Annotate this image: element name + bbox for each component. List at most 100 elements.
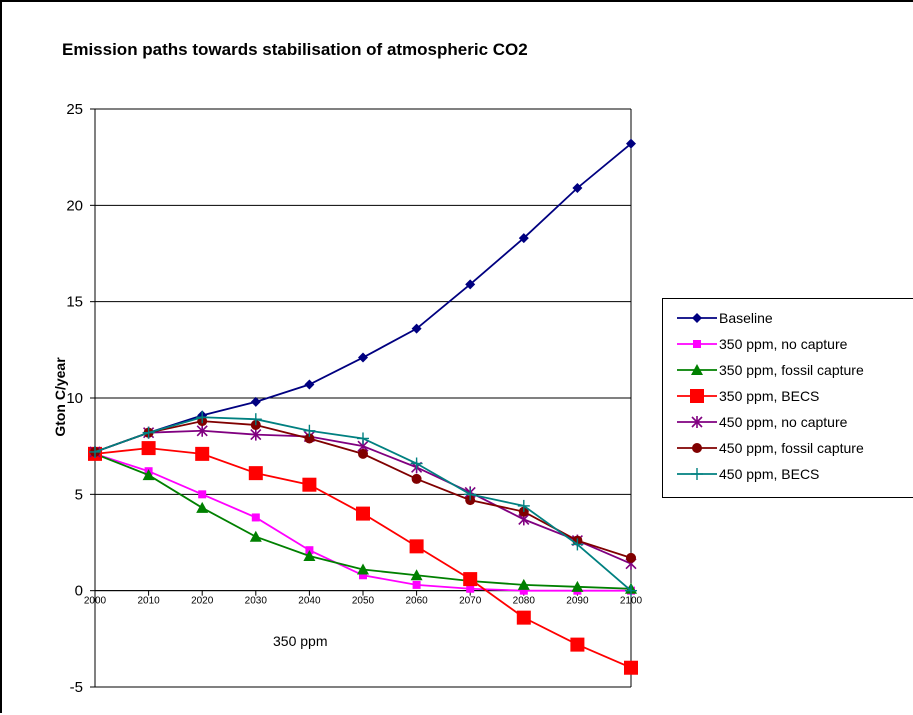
legend-swatch xyxy=(677,468,717,480)
legend-swatch xyxy=(677,364,717,375)
data-point xyxy=(625,584,637,597)
data-point xyxy=(142,426,155,439)
chart-title: Emission paths towards stabilisation of … xyxy=(62,40,528,59)
legend-marker xyxy=(690,389,704,403)
legend-label: 450 ppm, no capture xyxy=(719,414,848,430)
data-point xyxy=(249,413,262,426)
data-point xyxy=(141,441,156,456)
x-tick-label: 2030 xyxy=(245,596,268,607)
x-tick-label: 2040 xyxy=(298,596,321,607)
legend-label: 450 ppm, fossil capture xyxy=(719,440,864,456)
legend-label: Baseline xyxy=(719,310,773,326)
data-point xyxy=(356,506,370,521)
legend-swatch xyxy=(677,313,717,323)
legend: Baseline 350 ppm, no capture 350 ppm, foss… xyxy=(662,298,913,498)
data-point xyxy=(572,182,583,193)
x-tick-label: 2010 xyxy=(137,596,160,607)
legend-label: 350 ppm, BECS xyxy=(719,388,820,404)
data-point xyxy=(359,571,367,580)
data-point xyxy=(89,445,101,458)
legend-label: 350 ppm, fossil capture xyxy=(719,362,864,378)
legend-item: 450 ppm, BECS xyxy=(663,464,913,484)
y-tick-label: 15 xyxy=(66,294,83,311)
legend-swatch xyxy=(677,340,717,348)
data-point xyxy=(465,279,476,290)
data-point xyxy=(519,586,528,595)
x-tick-label: 2100 xyxy=(620,596,643,607)
x-tick-label: 2090 xyxy=(566,596,589,607)
data-point xyxy=(303,424,316,437)
data-point xyxy=(517,578,530,590)
data-point xyxy=(358,448,368,459)
data-point xyxy=(409,539,424,554)
legend-marker xyxy=(692,443,702,453)
x-tick-label: 2060 xyxy=(405,596,428,607)
legend-item: 450 ppm, fossil capture xyxy=(663,438,913,458)
legend-swatch xyxy=(677,416,717,428)
data-point xyxy=(466,584,475,593)
data-point xyxy=(196,424,208,437)
series-line xyxy=(94,142,632,453)
data-point xyxy=(304,379,315,390)
data-point xyxy=(304,433,315,444)
x-tick-label: 2000 xyxy=(84,596,107,607)
data-point xyxy=(196,411,209,424)
data-point xyxy=(251,513,260,522)
legend-marker xyxy=(693,340,701,348)
data-point xyxy=(463,572,478,587)
x-tick-label: 2070 xyxy=(459,596,482,607)
x-axis-label: 350 ppm xyxy=(273,633,328,649)
data-point xyxy=(250,428,262,441)
y-axis-label: Gton C/year xyxy=(52,357,68,437)
y-tick-label: 5 xyxy=(75,486,83,503)
data-point xyxy=(570,637,585,652)
data-point xyxy=(516,610,531,625)
data-point xyxy=(624,660,638,675)
x-tick-label: 2080 xyxy=(513,596,536,607)
legend-item: 450 ppm, no capture xyxy=(663,412,913,432)
data-point xyxy=(195,446,210,461)
x-tick-label: 2050 xyxy=(352,596,375,607)
data-point xyxy=(411,473,422,484)
legend-marker xyxy=(691,364,703,375)
legend-swatch xyxy=(677,389,717,403)
y-tick-label: -5 xyxy=(70,679,83,696)
legend-swatch xyxy=(677,443,717,453)
legend-item: 350 ppm, no capture xyxy=(663,334,913,354)
x-tick-label: 2020 xyxy=(191,596,214,607)
legend-item: 350 ppm, fossil capture xyxy=(663,360,913,380)
y-tick-label: 10 xyxy=(66,390,83,407)
data-point xyxy=(248,466,263,481)
data-point xyxy=(410,569,423,581)
legend-marker xyxy=(691,468,703,480)
data-point xyxy=(196,501,209,513)
data-point xyxy=(571,538,584,551)
data-point xyxy=(142,469,155,481)
data-point xyxy=(626,552,636,563)
y-tick-label: 20 xyxy=(66,197,83,214)
legend-marker xyxy=(691,416,703,428)
data-point xyxy=(358,352,368,363)
data-point xyxy=(410,457,423,470)
y-tick-label: 0 xyxy=(75,583,83,600)
legend-item: Baseline xyxy=(663,308,913,328)
data-point xyxy=(518,233,529,244)
data-point xyxy=(517,499,530,512)
legend-marker xyxy=(692,313,702,323)
y-tick-label: 25 xyxy=(66,101,83,118)
data-point xyxy=(412,580,421,589)
data-point xyxy=(626,138,636,149)
series-line xyxy=(94,447,632,669)
data-point xyxy=(249,530,262,542)
data-point xyxy=(464,488,477,501)
data-point xyxy=(571,580,584,592)
data-point xyxy=(411,323,422,334)
data-point xyxy=(357,432,369,445)
legend-label: 350 ppm, no capture xyxy=(719,336,848,352)
data-point xyxy=(357,563,369,575)
legend-label: 450 ppm, BECS xyxy=(719,466,820,482)
legend-item: 350 ppm, BECS xyxy=(663,386,913,406)
data-point xyxy=(198,490,207,499)
